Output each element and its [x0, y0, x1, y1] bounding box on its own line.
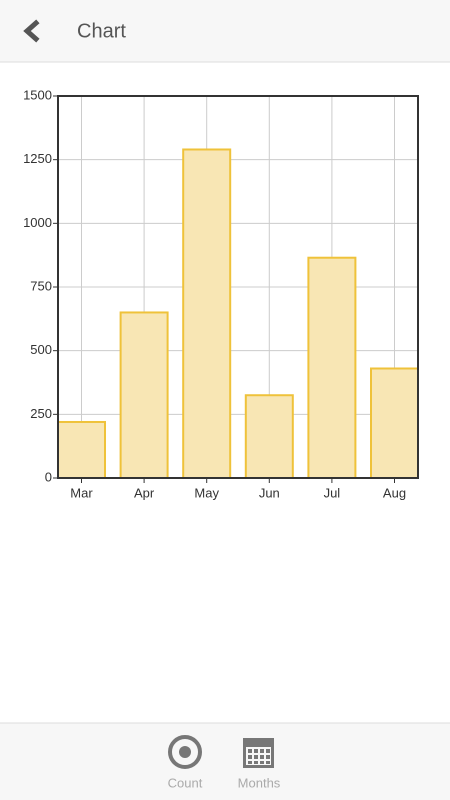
header-bar	[0, 0, 450, 62]
y-tick-label: 1500	[23, 87, 52, 102]
chart: 0 250 500 750 1000 1250 1500 Mar Apr May Jun Jul Aug	[23, 87, 419, 500]
count-icon	[168, 735, 202, 769]
back-button[interactable]	[23, 19, 40, 43]
bar	[307, 256, 357, 480]
x-tick-label: May	[194, 485, 219, 500]
count-tab[interactable]: Count	[168, 735, 203, 790]
tab-label: Months	[238, 775, 281, 790]
y-tick-label: 250	[30, 406, 52, 421]
back-icon	[23, 19, 40, 43]
count-icon-dot	[179, 746, 191, 758]
months-tab[interactable]: Months	[238, 738, 281, 790]
bar	[370, 367, 419, 480]
bar	[119, 311, 169, 480]
x-tick-label: Jul	[324, 485, 341, 500]
y-tick-label: 0	[45, 469, 52, 484]
tab-label: Count	[168, 775, 203, 790]
bar	[182, 148, 232, 479]
months-icon-grid	[248, 749, 270, 764]
x-tick-label: Aug	[383, 485, 406, 500]
x-tick-label: Jun	[259, 485, 280, 500]
y-tick-label: 1000	[23, 215, 52, 230]
bar	[57, 420, 106, 479]
y-tick-label: 1250	[23, 151, 52, 166]
months-icon-inner	[246, 747, 271, 765]
x-tick-label: Apr	[134, 485, 155, 500]
y-tick-label: 500	[30, 342, 52, 357]
bar	[244, 394, 294, 480]
y-tick-label: 750	[30, 278, 52, 293]
tab-bar	[0, 723, 450, 800]
x-tick-label: Mar	[70, 485, 93, 500]
header-title: Chart	[77, 20, 126, 42]
plot-frame	[57, 95, 419, 479]
